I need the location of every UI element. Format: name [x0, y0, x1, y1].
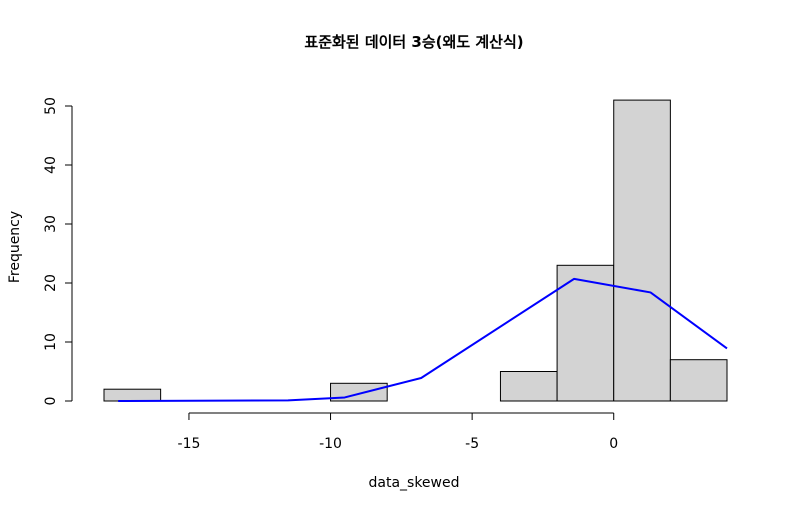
histogram-bar: [613, 99, 671, 402]
y-tick-label: 50: [43, 97, 59, 115]
x-tick-label: 0: [609, 436, 618, 452]
chart-title: 표준화된 데이터 3승(왜도 계산식): [304, 33, 523, 51]
y-axis-label: Frequency: [7, 211, 23, 283]
density-line: [118, 277, 728, 402]
y-tick-label: 0: [43, 397, 59, 406]
histogram-bar: [103, 388, 162, 402]
x-tick-label: -5: [465, 436, 479, 452]
x-tick-label: -15: [178, 436, 201, 452]
x-axis-label: data_skewed: [369, 475, 460, 491]
histogram-bar: [499, 371, 558, 402]
y-tick-label: 20: [43, 274, 59, 292]
x-tick-label: -10: [319, 436, 342, 452]
histogram-bars: [103, 99, 728, 402]
y-tick-label: 10: [43, 333, 59, 351]
y-tick-label: 30: [43, 215, 59, 233]
histogram-bar: [556, 264, 615, 402]
histogram-bar: [669, 359, 728, 402]
x-axis: -15 -10 -5 0: [178, 412, 618, 452]
y-axis: 0 10 20 30 40 50: [43, 97, 73, 406]
y-tick-label: 40: [43, 156, 59, 174]
density-line-series: [118, 277, 728, 402]
